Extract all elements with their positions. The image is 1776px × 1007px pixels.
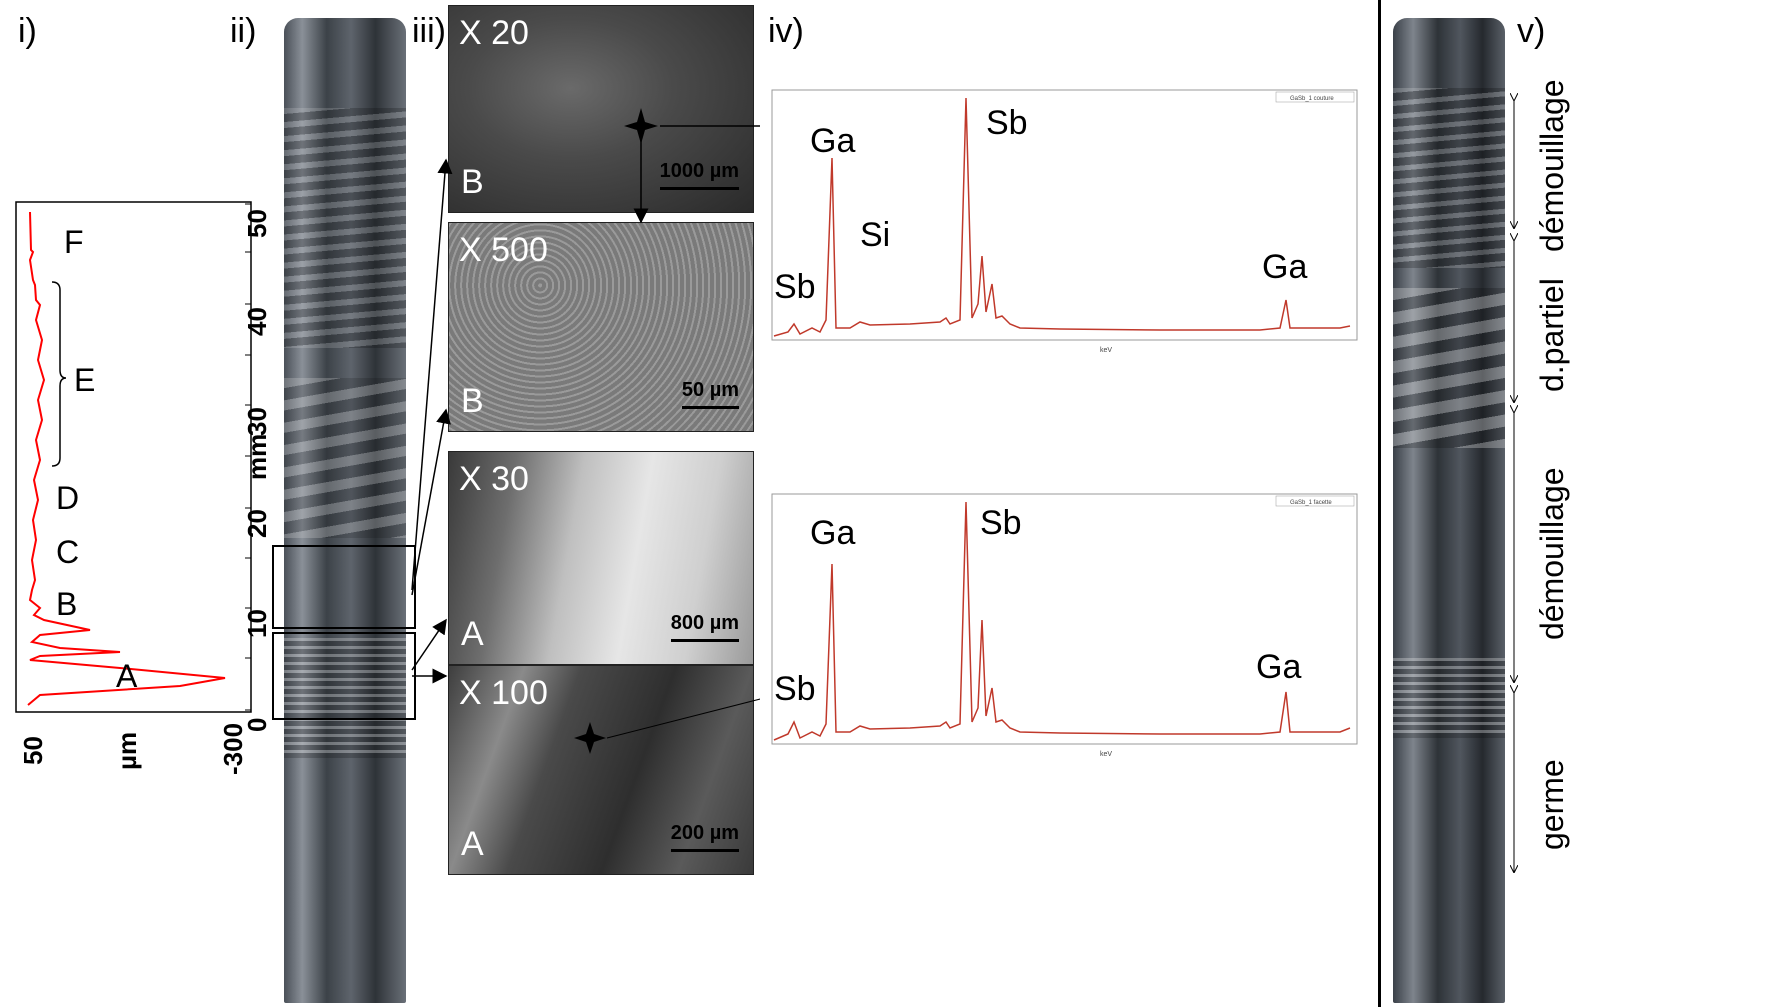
panel-label-iii: iii) — [412, 12, 446, 50]
profile-plot — [15, 201, 252, 713]
panel-label-ii: ii) — [230, 12, 257, 50]
sem-image-x500: X 500 B 50 µm — [448, 222, 754, 432]
zone-d-label: D — [56, 480, 80, 516]
svg-text:keV: keV — [1100, 751, 1112, 758]
sem-mag-label: X 30 — [459, 460, 529, 498]
scale-bar: 50 µm — [681, 379, 739, 409]
spectrum-bottom-plot: GaSb_1 facette keV — [771, 493, 1358, 758]
scale-bar: 1000 µm — [659, 160, 739, 190]
profile-trace — [27, 211, 226, 706]
zone-e-label: E — [74, 362, 96, 398]
scale-bar: 200 µm — [670, 822, 739, 852]
peak-label-ga: Ga — [810, 122, 856, 160]
zone-f-label: F — [64, 224, 84, 260]
zone-label-demouillage: démouillage — [1534, 467, 1570, 640]
zone-c-label: C — [56, 534, 80, 570]
peak-label-si: Si — [860, 216, 891, 254]
region-b-box — [272, 545, 416, 629]
peak-label-ga-high: Ga — [1262, 248, 1308, 286]
spectrum-top-plot: GaSb_1 couture keV — [771, 89, 1358, 354]
sem-mag-label: X 20 — [459, 14, 529, 52]
svg-text:GaSb_1 facette: GaSb_1 facette — [1290, 500, 1332, 506]
sem-image-x30: X 30 A 800 µm — [448, 451, 754, 665]
zone-b-label: B — [56, 586, 78, 622]
sem-region-label: A — [461, 615, 484, 653]
spectrum-top: GaSb_1 couture keV Ga Sb Si Sb Ga — [760, 88, 1360, 358]
zone-label-demouillage-top: démouillage — [1534, 79, 1570, 252]
svg-text:GaSb_1 couture: GaSb_1 couture — [1290, 96, 1334, 102]
crystal-photo-v — [1393, 18, 1505, 1003]
peak-label-ga-high: Ga — [1256, 648, 1302, 686]
sem-region-label: B — [461, 163, 484, 201]
panel-label-iv: iv) — [768, 12, 804, 50]
sem-image-x100: X 100 A 200 µm — [448, 665, 754, 875]
spectrum-bottom: GaSb_1 facette keV Ga Sb Sb Ga — [760, 492, 1360, 762]
panel-divider — [1378, 0, 1381, 1007]
spectrum-trace — [773, 501, 1351, 741]
panel-label-i: i) — [18, 12, 37, 50]
profile-panel: A B C D E F 0 10 20 30 40 50 mm 50 µm -3… — [0, 190, 275, 790]
peak-label-ga: Ga — [810, 514, 856, 552]
scale-bar: 800 µm — [670, 612, 739, 642]
zone-a-label: A — [116, 658, 138, 694]
spectrum-trace — [773, 97, 1351, 337]
zone-label-germe: germe — [1534, 759, 1570, 850]
svg-text:keV: keV — [1100, 347, 1112, 354]
panel-label-v: v) — [1517, 12, 1546, 50]
peak-label-sb: Sb — [986, 104, 1028, 142]
zone-range-arrows — [1500, 0, 1530, 1007]
crystal-photo-ii — [284, 18, 406, 1003]
peak-label-sb-low: Sb — [774, 268, 816, 306]
sem-region-label: A — [461, 825, 484, 863]
sem-mag-label: X 100 — [459, 674, 548, 712]
zone-label-partiel: d.partiel — [1534, 278, 1570, 392]
sem-region-label: B — [461, 382, 484, 420]
peak-label-sb: Sb — [980, 504, 1022, 542]
sem-mag-label: X 500 — [459, 231, 548, 269]
sem-image-x20: X 20 B 1000 µm — [448, 5, 754, 213]
peak-label-sb-low: Sb — [774, 670, 816, 708]
